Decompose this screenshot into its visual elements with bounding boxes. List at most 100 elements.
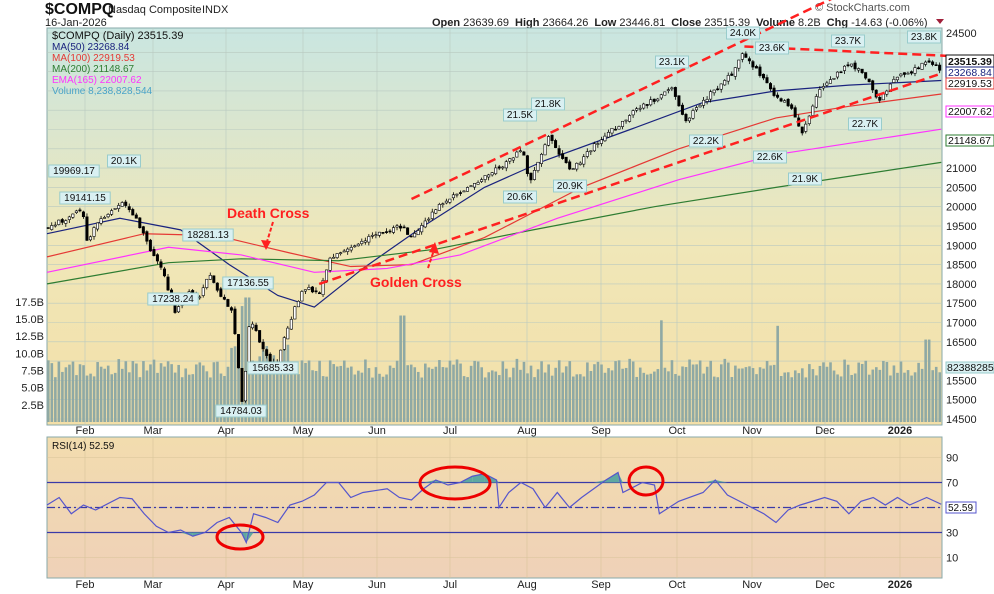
- death-cross-arrowhead-icon: [261, 240, 271, 250]
- ohlc-summary: Open 23639.69 High 23664.26 Low 23446.81 Close…: [432, 17, 928, 29]
- candle-body: [557, 148, 561, 155]
- candle-body: [145, 231, 149, 242]
- candle-body: [628, 115, 632, 122]
- candle-body: [332, 256, 336, 259]
- candle-body: [924, 61, 928, 65]
- volume-bar: [815, 375, 818, 422]
- candle-body: [388, 230, 392, 233]
- candle-body: [839, 71, 843, 74]
- month-label: Apr: [217, 579, 234, 591]
- candle-body: [814, 96, 818, 108]
- dropdown-triangle-icon[interactable]: [936, 19, 944, 24]
- volume-bar: [177, 364, 180, 422]
- volume-bar: [431, 368, 434, 422]
- volume-bar: [515, 358, 519, 422]
- volume-bar: [927, 339, 931, 422]
- volume-bar: [120, 368, 124, 422]
- month-label: Sep: [591, 579, 611, 591]
- price-tick-label: 18000: [946, 279, 977, 291]
- candle-body: [695, 107, 699, 111]
- candle-body: [177, 306, 181, 313]
- candle-body: [64, 220, 68, 224]
- month-label: Nov: [742, 425, 762, 437]
- volume-bar: [357, 370, 360, 422]
- volume-bar: [187, 374, 191, 422]
- tag-ma100: 22919.53: [948, 78, 992, 90]
- volume-bar: [258, 356, 262, 422]
- annotation-label: 24.0K: [730, 28, 756, 39]
- close-value: 23515.39: [704, 17, 750, 29]
- month-label: Feb: [76, 579, 95, 591]
- volume-bar: [934, 366, 938, 422]
- volume-bar: [543, 372, 547, 422]
- candle-body: [265, 349, 269, 356]
- annotation-label: 22.2K: [693, 136, 719, 147]
- candle-body: [88, 236, 92, 241]
- candle-body: [81, 211, 85, 218]
- volume-bar: [744, 367, 748, 422]
- trendlines: [318, 0, 971, 286]
- volume-bar: [586, 362, 589, 422]
- candle-body: [874, 89, 878, 98]
- month-axis-bottom: Feb Mar Apr May Jun Jul Aug Sep Oct Nov Dec 2026: [76, 579, 913, 591]
- candle-body: [455, 193, 459, 196]
- annotation-label: 23.1K: [659, 57, 685, 68]
- tag-ma200: 21148.67: [948, 135, 991, 147]
- volume-bar: [198, 362, 202, 422]
- candle-body: [860, 68, 864, 73]
- candle-body: [458, 192, 462, 194]
- volume-bar: [850, 374, 853, 422]
- volume-bar: [265, 346, 269, 422]
- annotation-box: [147, 292, 199, 306]
- candle-body: [740, 53, 744, 60]
- volume-bar: [483, 377, 487, 422]
- volume-bar: [78, 364, 82, 422]
- candle-body: [589, 150, 593, 153]
- month-label: Jul: [443, 579, 457, 591]
- volume-bar: [638, 367, 642, 422]
- volume-bar: [110, 374, 114, 422]
- candle-body: [497, 166, 501, 169]
- candle-body: [592, 143, 596, 152]
- volume-bar: [719, 364, 723, 422]
- price-tick-label: 14500: [946, 414, 977, 426]
- volume-bar: [494, 371, 498, 422]
- candle-body: [346, 248, 350, 252]
- volume-bar: [388, 365, 392, 422]
- month-label: Oct: [668, 425, 685, 437]
- volume-bar: [875, 367, 878, 422]
- volume-bar: [660, 320, 663, 422]
- candle-body: [166, 276, 170, 291]
- candle-body: [818, 89, 822, 98]
- volume-bar: [610, 370, 614, 422]
- volume-bar: [561, 372, 565, 422]
- candle-body: [909, 71, 913, 74]
- volume-bar: [727, 362, 730, 422]
- price-annotation: 23.7K: [831, 34, 865, 48]
- price-tick-label: 19500: [946, 221, 977, 233]
- candle-body: [846, 64, 850, 67]
- volume-bar: [621, 368, 624, 422]
- candle-body: [920, 62, 924, 70]
- candle-body: [406, 227, 410, 235]
- exchange: INDX: [202, 4, 229, 16]
- candle-body: [103, 217, 107, 219]
- chart-date: 16-Jan-2026: [45, 17, 107, 29]
- candle-body: [811, 105, 815, 116]
- candle-body: [906, 72, 910, 75]
- volume-value: 8.2B: [798, 17, 821, 29]
- candle-body: [159, 261, 163, 268]
- volume-bar: [938, 372, 942, 422]
- volume-bar: [156, 372, 159, 422]
- volume-bar: [342, 360, 346, 422]
- volume-bar: [832, 370, 836, 422]
- candle-body: [229, 307, 233, 311]
- volume-bar: [906, 370, 910, 422]
- candle-body: [508, 158, 512, 162]
- volume-bar: [790, 377, 794, 422]
- volume-bar: [103, 368, 106, 422]
- candle-body: [772, 87, 776, 96]
- volume-bar: [631, 361, 635, 422]
- candle-body: [233, 308, 237, 334]
- annotation-box: [726, 26, 760, 40]
